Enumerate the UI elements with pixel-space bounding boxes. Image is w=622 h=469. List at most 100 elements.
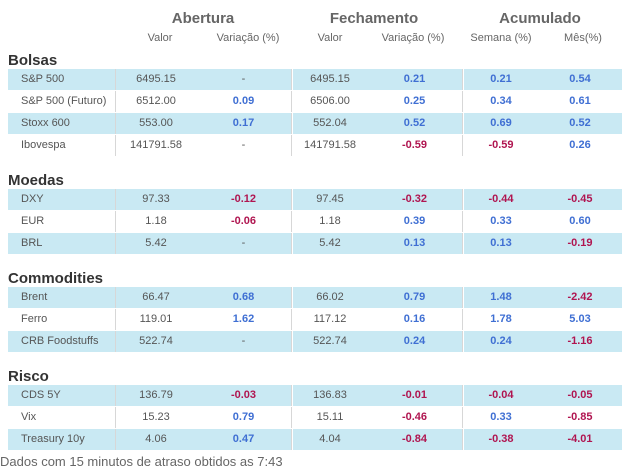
subheader-semana: Semana (%): [470, 32, 532, 44]
table-row: S&P 500 6495.15-6495.15 0.21 0.21 0.54: [8, 69, 622, 91]
cell-fechamento-valor: 66.02: [293, 287, 367, 308]
cell-fechamento-valor: 117.12: [293, 309, 367, 330]
cell-semana: 0.24: [464, 331, 538, 352]
cell-abertura-valor: 97.33: [116, 189, 196, 210]
cell-abertura-valor: 66.47: [116, 287, 196, 308]
cell-abertura-valor: 4.06: [116, 429, 196, 450]
cell-label: CDS 5Y: [8, 385, 116, 406]
cell-abertura-variacao: -: [196, 69, 292, 90]
cell-abertura-variacao: 0.47: [196, 429, 292, 450]
cell-abertura-valor: 136.79: [116, 385, 196, 406]
cell-label: S&P 500: [8, 69, 116, 90]
cell-fechamento-variacao: -0.59: [367, 135, 463, 156]
cell-fechamento-variacao: -0.84: [367, 429, 463, 450]
cell-semana: 0.21: [464, 69, 538, 90]
header-acumulado: Acumulado: [499, 10, 581, 27]
cell-semana: -0.59: [464, 135, 538, 156]
cell-semana: 0.33: [464, 407, 538, 428]
section-title: Bolsas: [8, 52, 58, 69]
table-row: Ibovespa 141791.58-141791.58 -0.59 -0.59 0.2…: [8, 135, 622, 157]
section-title: Moedas: [8, 172, 64, 189]
table-row: CRB Foodstuffs 522.74-522.74 0.24 0.24 -1.16: [8, 331, 622, 353]
cell-abertura-variacao: 0.68: [196, 287, 292, 308]
cell-semana: 0.13: [464, 233, 538, 254]
subheader-variacao-abertura: Variação (%): [216, 32, 280, 44]
cell-abertura-valor: 553.00: [116, 113, 196, 134]
table-row: CDS 5Y 136.79 -0.03 136.83 -0.01 -0.04 -0.05: [8, 385, 622, 407]
footer-note: Dados com 15 minutos de atraso obtidos a…: [0, 454, 283, 469]
cell-mes: -0.19: [538, 233, 622, 254]
cell-label: Treasury 10y: [8, 429, 116, 450]
cell-mes: -0.85: [538, 407, 622, 428]
cell-fechamento-valor: 97.45: [293, 189, 367, 210]
cell-fechamento-valor: 5.42: [293, 233, 367, 254]
cell-label: CRB Foodstuffs: [8, 331, 116, 352]
cell-semana: -0.04: [464, 385, 538, 406]
cell-fechamento-valor: 136.83: [293, 385, 367, 406]
cell-abertura-variacao: 0.09: [196, 91, 292, 112]
cell-mes: -4.01: [538, 429, 622, 450]
cell-mes: 0.54: [538, 69, 622, 90]
table-row: Treasury 10y 4.06 0.47 4.04 -0.84 -0.38 -4.01: [8, 429, 622, 451]
cell-fechamento-valor: 4.04: [293, 429, 367, 450]
cell-fechamento-variacao: 0.21: [367, 69, 463, 90]
cell-semana: -0.44: [464, 189, 538, 210]
cell-abertura-variacao: 1.62: [196, 309, 292, 330]
header-fechamento: Fechamento: [329, 10, 419, 27]
cell-mes: -0.05: [538, 385, 622, 406]
subheader-valor-abertura: Valor: [147, 32, 173, 44]
cell-abertura-valor: 119.01: [116, 309, 196, 330]
header-abertura: Abertura: [171, 10, 235, 27]
cell-label: Vix: [8, 407, 116, 428]
cell-mes: 0.26: [538, 135, 622, 156]
table-row: S&P 500 (Futuro) 6512.00 0.09 6506.00 0.25 0.…: [8, 91, 622, 113]
cell-mes: 0.60: [538, 211, 622, 232]
table-row: DXY 97.33 -0.12 97.45 -0.32 -0.44 -0.45: [8, 189, 622, 211]
cell-fechamento-variacao: 0.24: [367, 331, 463, 352]
cell-abertura-valor: 1.18: [116, 211, 196, 232]
cell-fechamento-variacao: -0.32: [367, 189, 463, 210]
cell-fechamento-variacao: -0.01: [367, 385, 463, 406]
cell-label: S&P 500 (Futuro): [8, 91, 116, 112]
section-title: Commodities: [8, 270, 104, 287]
cell-abertura-variacao: 0.17: [196, 113, 292, 134]
cell-abertura-variacao: -: [196, 331, 292, 352]
cell-abertura-valor: 141791.58: [116, 135, 196, 156]
table-row: EUR 1.18 -0.06 1.18 0.39 0.33 0.60: [8, 211, 622, 233]
cell-semana: 0.34: [464, 91, 538, 112]
cell-fechamento-variacao: 0.52: [367, 113, 463, 134]
cell-abertura-variacao: -: [196, 233, 292, 254]
cell-semana: 0.33: [464, 211, 538, 232]
cell-abertura-valor: 6512.00: [116, 91, 196, 112]
section-title: Risco: [8, 368, 49, 385]
cell-mes: -2.42: [538, 287, 622, 308]
cell-label: DXY: [8, 189, 116, 210]
cell-fechamento-valor: 6495.15: [293, 69, 367, 90]
cell-abertura-valor: 6495.15: [116, 69, 196, 90]
cell-fechamento-variacao: 0.79: [367, 287, 463, 308]
cell-fechamento-valor: 6506.00: [293, 91, 367, 112]
cell-mes: 0.52: [538, 113, 622, 134]
cell-label: Stoxx 600: [8, 113, 116, 134]
table-row: Ferro 119.01 1.62 117.12 0.16 1.78 5.03: [8, 309, 622, 331]
cell-fechamento-variacao: 0.39: [367, 211, 463, 232]
cell-fechamento-valor: 522.74: [293, 331, 367, 352]
cell-label: Brent: [8, 287, 116, 308]
cell-fechamento-valor: 15.11: [293, 407, 367, 428]
cell-mes: 0.61: [538, 91, 622, 112]
cell-abertura-variacao: -0.06: [196, 211, 292, 232]
cell-fechamento-valor: 141791.58: [293, 135, 367, 156]
cell-semana: -0.38: [464, 429, 538, 450]
cell-fechamento-variacao: 0.13: [367, 233, 463, 254]
cell-abertura-valor: 15.23: [116, 407, 196, 428]
subheader-mes: Mês(%): [564, 32, 602, 44]
subheader-variacao-fechamento: Variação (%): [381, 32, 445, 44]
cell-abertura-variacao: -0.12: [196, 189, 292, 210]
table-row: BRL 5.42-5.42 0.13 0.13 -0.19: [8, 233, 622, 255]
cell-mes: -1.16: [538, 331, 622, 352]
cell-label: EUR: [8, 211, 116, 232]
cell-abertura-valor: 522.74: [116, 331, 196, 352]
cell-abertura-variacao: -0.03: [196, 385, 292, 406]
cell-semana: 1.48: [464, 287, 538, 308]
subheader-valor-fechamento: Valor: [317, 32, 343, 44]
